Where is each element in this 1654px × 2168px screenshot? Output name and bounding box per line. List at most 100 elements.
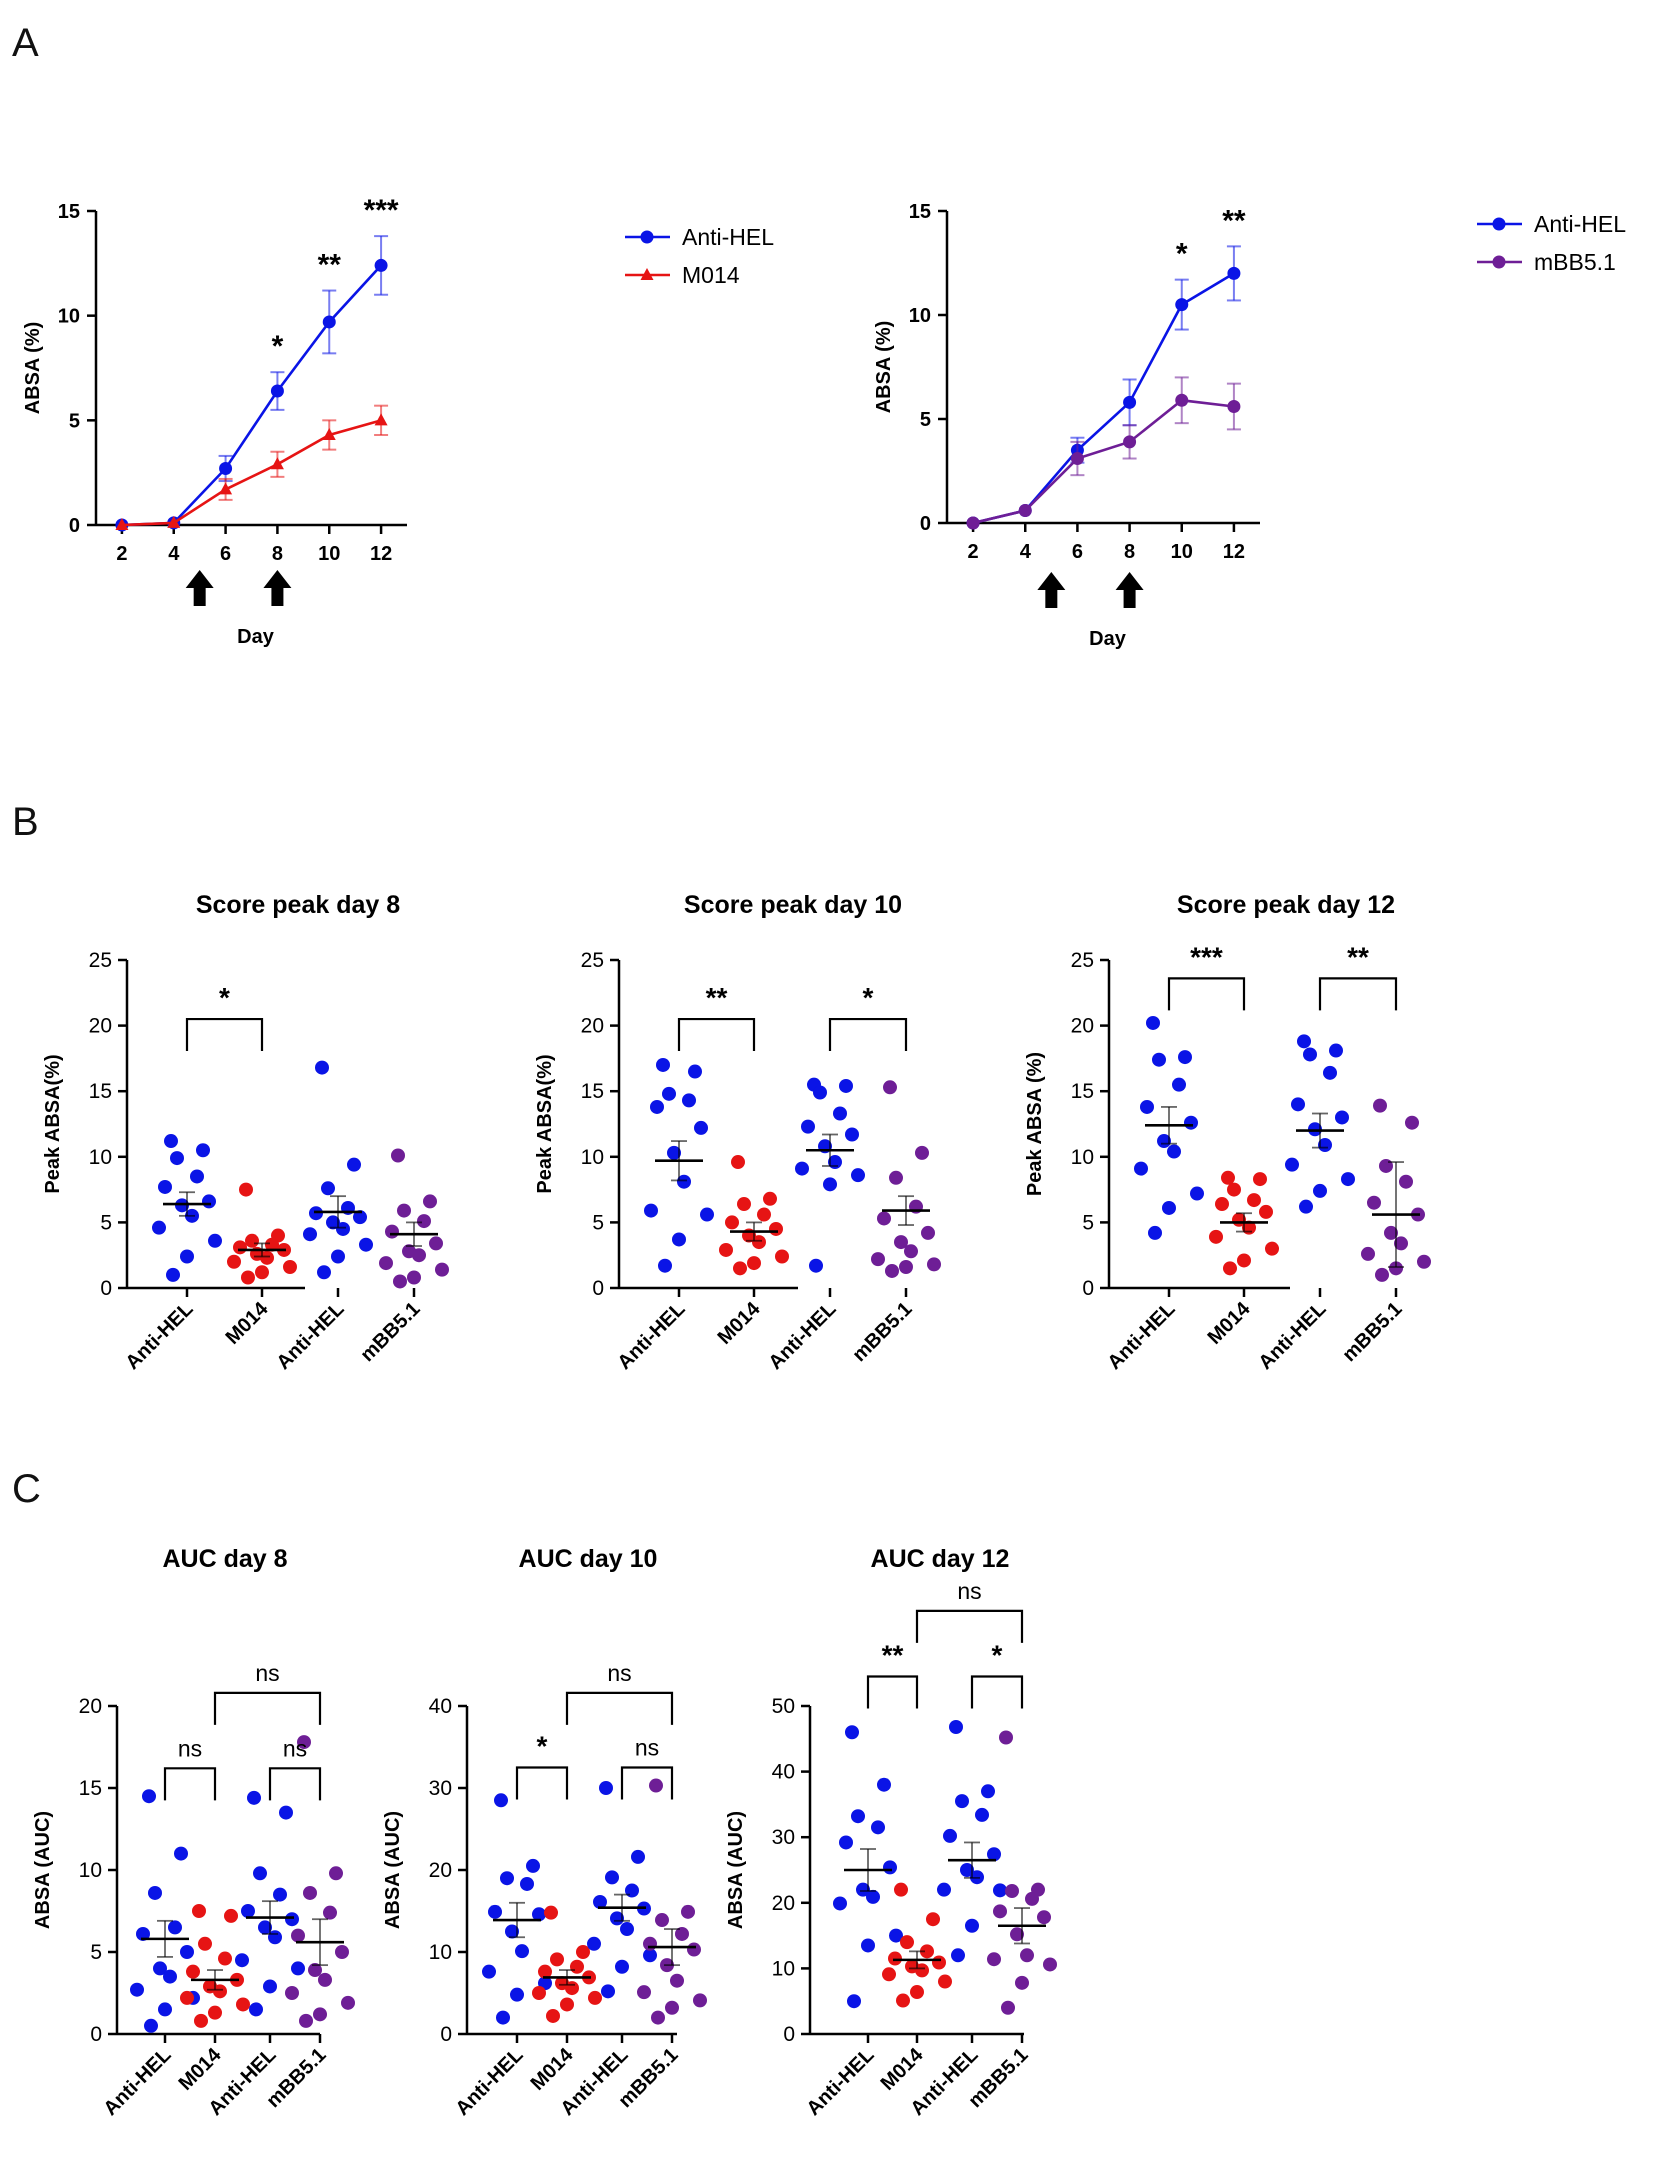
- y-tick-label: 5: [592, 1211, 604, 1234]
- significance-bracket: [565, 1691, 674, 1725]
- y-axis-label: ABSA (%): [873, 321, 895, 414]
- data-point: [560, 1997, 574, 2012]
- data-point: [505, 1924, 519, 1939]
- data-point: [412, 1248, 426, 1263]
- legend-marker: [640, 230, 654, 244]
- data-point: [1253, 1172, 1267, 1187]
- data-point: [1190, 1186, 1204, 1201]
- data-point: [927, 1257, 941, 1272]
- y-axis-label: ABSA (%): [22, 322, 44, 415]
- data-point: [921, 1225, 935, 1240]
- injection-arrow-icon: [1037, 572, 1066, 608]
- data-point: [1175, 393, 1189, 407]
- data-point: [1178, 1050, 1192, 1065]
- data-point: [1313, 1183, 1327, 1198]
- data-point: [1148, 1225, 1162, 1240]
- data-point: [417, 1214, 431, 1229]
- data-point: [488, 1904, 502, 1919]
- x-tick-label: M014: [877, 2043, 929, 2095]
- panel-label-b: B: [12, 800, 39, 844]
- data-point: [847, 1994, 861, 2009]
- data-point: [747, 1256, 761, 1271]
- data-point: [631, 1849, 645, 1864]
- data-point: [570, 1959, 584, 1974]
- data-point: [263, 1979, 277, 1994]
- data-point: [1209, 1229, 1223, 1244]
- y-tick-label: 15: [1071, 1080, 1094, 1103]
- x-axis-label: Day: [237, 626, 275, 648]
- data-point: [883, 1080, 897, 1095]
- y-axis-label: ABSA (AUC): [725, 1811, 747, 1929]
- significance-bracket: [677, 1017, 756, 1052]
- y-tick-label: 20: [581, 1015, 604, 1038]
- data-point: [482, 1964, 496, 1979]
- data-point: [1299, 1199, 1313, 1214]
- data-point: [331, 1249, 345, 1264]
- data-point: [500, 1871, 514, 1886]
- y-tick-label: 15: [58, 201, 80, 223]
- data-point: [1175, 298, 1189, 312]
- x-tick-label: 2: [116, 543, 127, 565]
- data-point: [1291, 1097, 1305, 1112]
- data-point: [883, 1860, 897, 1875]
- significance-bracket: [163, 1767, 217, 1801]
- data-point: [208, 1233, 222, 1248]
- significance-label: **: [1222, 204, 1246, 237]
- data-point: [999, 1730, 1013, 1745]
- data-point: [520, 1876, 534, 1891]
- data-point: [335, 1945, 349, 1959]
- data-point: [658, 1258, 672, 1273]
- chart-title: AUC day 10: [519, 1545, 658, 1573]
- significance-label: ns: [255, 1660, 279, 1686]
- legend-label: M014: [682, 262, 740, 288]
- data-point: [168, 1920, 182, 1935]
- data-point: [587, 1936, 601, 1951]
- data-point: [1399, 1174, 1413, 1189]
- data-point: [273, 1887, 287, 1902]
- data-point: [981, 1784, 995, 1799]
- y-axis-label: Peak ABSA (%): [1024, 1052, 1046, 1196]
- significance-bracket: [915, 1609, 1024, 1643]
- data-point: [393, 1274, 407, 1289]
- data-point: [423, 1194, 437, 1209]
- data-point: [166, 1267, 180, 1282]
- chart-b2: Score peak day 10 0 5 10 15 20 25 Peak ABSA(%) A…: [534, 891, 941, 1374]
- y-tick-label: 10: [58, 306, 80, 328]
- data-point: [813, 1085, 827, 1100]
- data-point: [637, 1985, 651, 2000]
- data-point: [1152, 1052, 1166, 1067]
- x-tick-label: M014: [1204, 1297, 1256, 1349]
- data-point: [662, 1086, 676, 1101]
- data-point: [601, 1984, 615, 1999]
- y-tick-label: 5: [90, 1941, 102, 1964]
- x-tick-label: Anti-HEL: [272, 1298, 348, 1374]
- data-point: [937, 1882, 951, 1897]
- y-axis-label: ABSA (AUC): [32, 1811, 54, 1929]
- x-tick-label: 8: [1124, 541, 1135, 563]
- data-point: [833, 1896, 847, 1911]
- data-point: [153, 1961, 167, 1976]
- data-point: [1308, 1122, 1322, 1137]
- panel-label-a: A: [12, 21, 39, 65]
- data-point: [538, 1964, 552, 1979]
- data-point: [164, 1134, 178, 1149]
- data-point: [1140, 1099, 1154, 1114]
- data-point: [1367, 1195, 1381, 1210]
- x-tick-label: 4: [1020, 541, 1032, 563]
- y-tick-label: 10: [909, 305, 931, 327]
- significance-label: ns: [635, 1735, 659, 1761]
- significance-label: *: [537, 1731, 548, 1762]
- y-tick-label: 40: [772, 1761, 795, 1784]
- data-point: [236, 1997, 250, 2012]
- data-point: [270, 457, 284, 470]
- x-tick-label: Anti-HEL: [1103, 1298, 1179, 1374]
- y-tick-label: 10: [429, 1941, 452, 1964]
- data-point: [158, 2002, 172, 2017]
- significance-label: **: [1347, 941, 1369, 972]
- data-point: [670, 1973, 684, 1988]
- data-point: [731, 1155, 745, 1170]
- data-point: [391, 1148, 405, 1163]
- x-tick-label: 4: [168, 543, 180, 565]
- y-tick-label: 10: [1071, 1146, 1094, 1169]
